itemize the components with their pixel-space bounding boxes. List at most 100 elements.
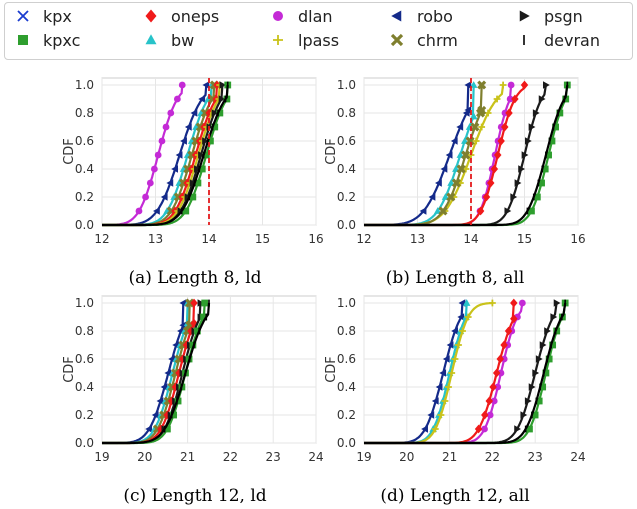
point-oneps [500,340,508,350]
point-robo [198,95,206,103]
y-tick-label: 0.6 [75,134,94,148]
point-chrm [465,136,475,146]
point-psgn [524,137,532,145]
point-dlan [507,81,515,89]
point-oneps [505,108,513,118]
point-oneps [520,80,529,90]
y-tick-label: 0.2 [337,408,356,422]
point-chrm [446,192,456,202]
point-psgn [218,95,226,103]
point-psgn [514,179,522,187]
point-dlan [490,397,498,405]
y-tick-label: 0.6 [337,352,356,366]
point-psgn [524,397,532,405]
y-axis-label: CDF [62,356,77,383]
point-lpass [441,397,449,405]
point-lpass [499,81,507,89]
point-dlan [158,137,166,145]
point-kpxc [526,425,533,433]
point-chrm [456,164,466,174]
y-tick-label: 1.0 [337,296,356,310]
point-bw [469,112,478,120]
point-oneps [489,382,497,392]
point-dlan [494,383,502,391]
point-robo [153,207,160,215]
point-kpxc [545,151,552,159]
point-psgn [510,193,518,201]
point-lpass [489,299,496,307]
point-robo [175,151,183,159]
legend-label-oneps: oneps [171,7,219,26]
point-oneps [486,178,495,188]
x-tick-label: 14 [463,232,478,246]
point-robo [421,425,428,433]
point-kpxc [189,193,197,201]
point-lpass [437,411,445,419]
point-psgn [528,123,536,131]
x-tick-label: 22 [485,450,500,464]
legend-label-robo: robo [417,7,453,26]
point-robo [464,81,472,89]
x-tick-label: 24 [570,450,585,464]
point-bw [452,165,460,172]
point-robo [445,151,453,159]
point-lpass [459,327,466,335]
point-robo [457,313,465,321]
point-robo [428,193,436,201]
y-tick-label: 1.0 [75,296,94,310]
point-kpxc [539,383,547,391]
point-dlan [506,95,514,103]
point-oneps [494,150,502,160]
point-lpass [445,383,452,391]
x-tick-label: 12 [94,232,109,246]
point-oneps [474,424,483,434]
point-psgn [198,151,205,159]
point-robo [166,179,174,187]
point-dlan [135,207,143,215]
point-psgn [544,327,551,335]
legend-marker-robo [391,10,402,22]
point-lpass [451,355,459,363]
x-tick-label: 14 [201,232,216,246]
point-robo [160,193,168,201]
caption-a: (a) Length 8, ld [128,268,262,288]
x-tick-label: 16 [308,232,323,246]
panel-d: 19 20 21 22 23 24 0.0 0.2 0.4 0.6 0.8 1.0 CDF [324,290,588,480]
series-line-devran [102,84,229,227]
point-psgn [219,81,227,89]
x-tick-label: 13 [410,232,425,246]
point-robo [180,137,187,145]
point-oneps [190,298,198,308]
point-robo [419,207,427,215]
point-dlan [154,151,162,159]
x-tick-label: 20 [137,450,152,464]
legend-marker-psgn [519,10,530,22]
x-tick-label: 22 [223,450,238,464]
x-tick-label: 15 [517,232,532,246]
point-psgn [538,95,546,103]
point-oneps [501,122,509,132]
point-dlan [173,95,181,103]
point-bw [441,193,450,200]
legend-label-devran: devran [544,31,600,50]
point-dlan [167,109,175,117]
legend-label-chrm: chrm [417,31,458,50]
point-psgn [543,81,550,89]
y-tick-label: 0.8 [75,106,94,120]
panel-b: 12 13 14 15 16 0.0 0.2 0.4 0.6 0.8 1.0 CDF [324,72,588,262]
point-kpxc [548,137,556,145]
point-dlan [178,81,186,89]
point-psgn [535,355,543,363]
chart-b: 12 13 14 15 16 0.0 0.2 0.4 0.6 0.8 1.0 CDF [324,77,586,246]
point-robo [442,355,450,363]
point-bw [456,151,465,158]
point-oneps [476,206,485,216]
point-dlan [486,411,494,419]
y-tick-label: 1.0 [337,78,356,92]
point-psgn [197,299,205,307]
x-tick-label: 15 [255,232,270,246]
point-bw [447,179,455,186]
caption-c: (c) Length 12, ld [123,486,267,506]
y-tick-label: 0.8 [337,324,356,338]
x-tick-label: 23 [266,450,281,464]
